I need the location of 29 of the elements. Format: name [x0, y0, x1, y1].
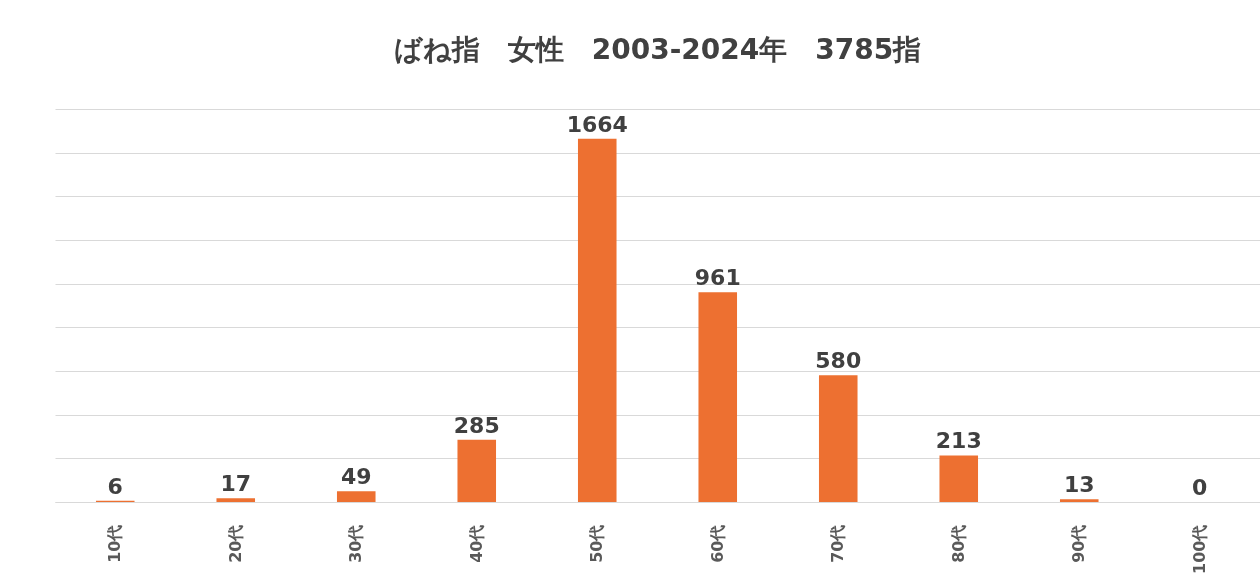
chart-title: ばね指 女性 2003-2024年 3785指 [393, 33, 922, 66]
data-label: 285 [453, 412, 500, 438]
x-tick-label: 20代 [225, 524, 245, 563]
data-label: 6 [107, 473, 123, 499]
x-tick-label: 10代 [105, 524, 125, 563]
bar [818, 375, 858, 502]
bar [577, 138, 617, 502]
x-tick-label: 30代 [346, 524, 366, 563]
data-label: 213 [935, 428, 982, 454]
x-tick-label: 90代 [1069, 524, 1089, 563]
bar [216, 498, 256, 502]
data-label: 0 [1192, 475, 1208, 500]
data-label: 49 [340, 464, 372, 490]
data-label: 17 [220, 471, 252, 497]
data-label: 13 [1063, 472, 1095, 498]
x-tick-label: 50代 [587, 524, 607, 563]
x-tick-label: 60代 [707, 524, 727, 563]
bar [457, 439, 497, 502]
data-label: 580 [815, 348, 862, 374]
bar [336, 491, 376, 502]
bar [1059, 499, 1099, 502]
x-tick-label: 80代 [948, 524, 968, 563]
bar [698, 292, 738, 502]
x-tick-label: 100代 [1189, 524, 1209, 574]
data-label: 961 [694, 265, 741, 291]
bar [939, 455, 979, 502]
x-tick-label: 40代 [466, 524, 486, 563]
data-label: 1664 [566, 111, 628, 137]
x-tick-label: 70代 [828, 524, 848, 563]
